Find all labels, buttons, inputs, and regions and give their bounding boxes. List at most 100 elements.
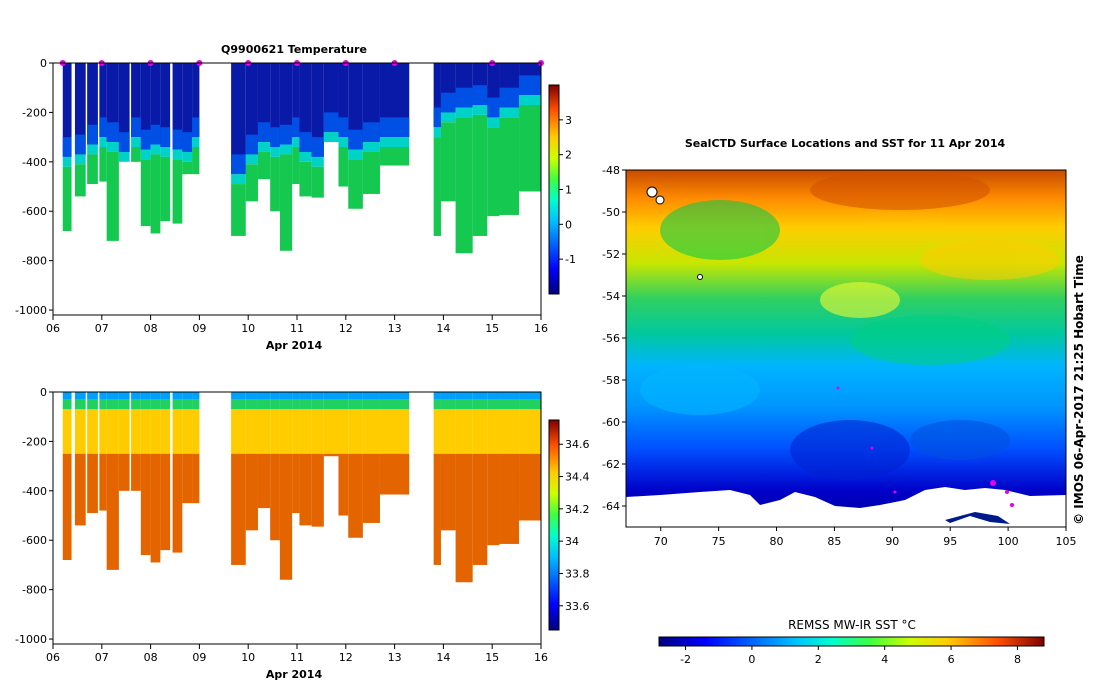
profile-warm-layer xyxy=(338,147,349,187)
profile-warm-layer xyxy=(87,154,98,185)
x-tick-label: 12 xyxy=(339,322,353,335)
profile-deep-layer xyxy=(182,453,193,504)
profile-fresh-surface xyxy=(362,392,380,400)
colorbar-tick-label: 1 xyxy=(565,184,572,197)
profile-deep-layer xyxy=(150,453,161,563)
salinity-x-axis: 06 07 08 09 10 11 12 13 14 15 16 xyxy=(46,644,548,664)
profile-transition-layer xyxy=(74,134,86,155)
profile-deep-layer xyxy=(311,453,324,527)
profile-halocline xyxy=(257,399,271,410)
profile-warm-layer xyxy=(472,114,488,236)
profile-thermocline-layer xyxy=(323,132,339,143)
map-y-tick-label: -58 xyxy=(602,374,620,387)
profile-halocline xyxy=(299,399,312,410)
profile-warm-layer xyxy=(106,151,119,241)
profile-transition-layer xyxy=(118,132,130,152)
profile-fresh-surface xyxy=(487,392,500,400)
x-tick-label: 11 xyxy=(290,651,304,664)
profile-thermocline-layer xyxy=(118,151,130,162)
profile-thermocline-layer xyxy=(172,149,183,160)
profile-thermocline-layer xyxy=(440,112,456,123)
map-y-tick-label: -52 xyxy=(602,248,620,261)
profile-halocline xyxy=(245,399,258,410)
sst-map-x-axis: 70 75 80 85 90 95 100 105 xyxy=(654,527,1077,548)
y-tick-label: 0 xyxy=(40,57,47,70)
copyright-label: © IMOS 06-Apr-2017 21:25 Hobart Time xyxy=(1072,255,1086,525)
profile-cold-layer xyxy=(192,63,200,138)
profile-deep-layer xyxy=(99,453,107,511)
profile-deep-layer xyxy=(323,453,339,457)
profile-cold-layer xyxy=(118,63,130,152)
profile-warm-layer xyxy=(160,156,171,222)
profile-thermocline-layer xyxy=(338,137,349,147)
salinity-x-label: Apr 2014 xyxy=(266,668,323,681)
x-tick-label: 09 xyxy=(192,651,206,664)
sst-colorbar-tick-label: 0 xyxy=(748,653,755,666)
x-tick-label: 13 xyxy=(388,651,402,664)
profile-thermocline-layer xyxy=(279,144,293,155)
profile-deep-layer xyxy=(472,453,488,565)
profile-fresh-surface xyxy=(99,392,107,400)
x-tick-label: 13 xyxy=(388,322,402,335)
x-tick-label: 09 xyxy=(192,322,206,335)
profile-cold-layer xyxy=(245,63,258,155)
profile-transition-layer xyxy=(172,129,183,150)
profile-fresh-surface xyxy=(182,392,193,400)
profile-transition-layer xyxy=(182,132,193,152)
profile-mid-layer xyxy=(131,409,141,454)
x-tick-label: 14 xyxy=(436,322,450,335)
y-tick-label: -1000 xyxy=(15,633,47,646)
x-tick-label: 06 xyxy=(46,651,60,664)
profile-mid-layer xyxy=(192,409,200,454)
temperature-profiles xyxy=(62,63,541,254)
profile-thermocline-layer xyxy=(87,144,98,155)
profile-fresh-surface xyxy=(245,392,258,400)
colorbar-tick-label: 3 xyxy=(565,114,572,127)
profile-fresh-surface xyxy=(87,392,98,400)
map-x-tick-label: 95 xyxy=(943,535,957,548)
x-tick-label: 16 xyxy=(534,651,548,664)
profile-halocline xyxy=(323,399,339,410)
profile-halocline xyxy=(379,399,410,410)
profile-thermocline-layer xyxy=(106,142,119,152)
map-y-tick-label: -60 xyxy=(602,416,620,429)
profile-thermocline-layer xyxy=(257,142,271,152)
y-tick-label: -400 xyxy=(22,156,47,169)
map-y-tick-label: -50 xyxy=(602,206,620,219)
sst-colorbar-tick-label: 2 xyxy=(815,653,822,666)
profile-halocline xyxy=(270,399,280,410)
profile-warm-layer xyxy=(348,159,363,209)
profile-fresh-surface xyxy=(74,392,86,400)
profile-transition-layer xyxy=(292,117,300,138)
y-tick-label: -600 xyxy=(22,205,47,218)
profile-mid-layer xyxy=(433,409,441,454)
sst-map-title: SealCTD Surface Locations and SST for 11… xyxy=(685,137,1006,150)
profile-mid-layer xyxy=(299,409,312,454)
profile-transition-layer xyxy=(140,129,151,150)
profile-transition-layer xyxy=(348,129,363,150)
profile-warm-layer xyxy=(487,127,500,217)
map-y-tick-label: -64 xyxy=(602,500,620,513)
profile-warm-layer xyxy=(455,117,473,254)
profile-halocline xyxy=(362,399,380,410)
profile-mid-layer xyxy=(323,409,339,454)
profile-cold-layer xyxy=(150,63,161,145)
profile-transition-layer xyxy=(245,134,258,155)
profile-thermocline-layer xyxy=(311,156,324,167)
profile-transition-layer xyxy=(455,87,473,108)
x-tick-label: 07 xyxy=(95,322,109,335)
profile-deep-layer xyxy=(487,453,500,546)
profile-mid-layer xyxy=(362,409,380,454)
coastline-feature xyxy=(945,512,1010,524)
profile-fresh-surface xyxy=(62,392,72,400)
profile-thermocline-layer xyxy=(160,147,171,157)
x-tick-label: 08 xyxy=(144,322,158,335)
profile-transition-layer xyxy=(192,117,200,138)
y-tick-label: 0 xyxy=(40,386,47,399)
profile-fresh-surface xyxy=(338,392,349,400)
sst-colorbar xyxy=(658,636,1045,647)
sst-map-y-axis: -48 -50 -52 -54 -56 -58 -60 -62 -64 xyxy=(602,164,626,513)
profile-cold-layer xyxy=(131,63,141,138)
profile-transition-layer xyxy=(257,122,271,143)
